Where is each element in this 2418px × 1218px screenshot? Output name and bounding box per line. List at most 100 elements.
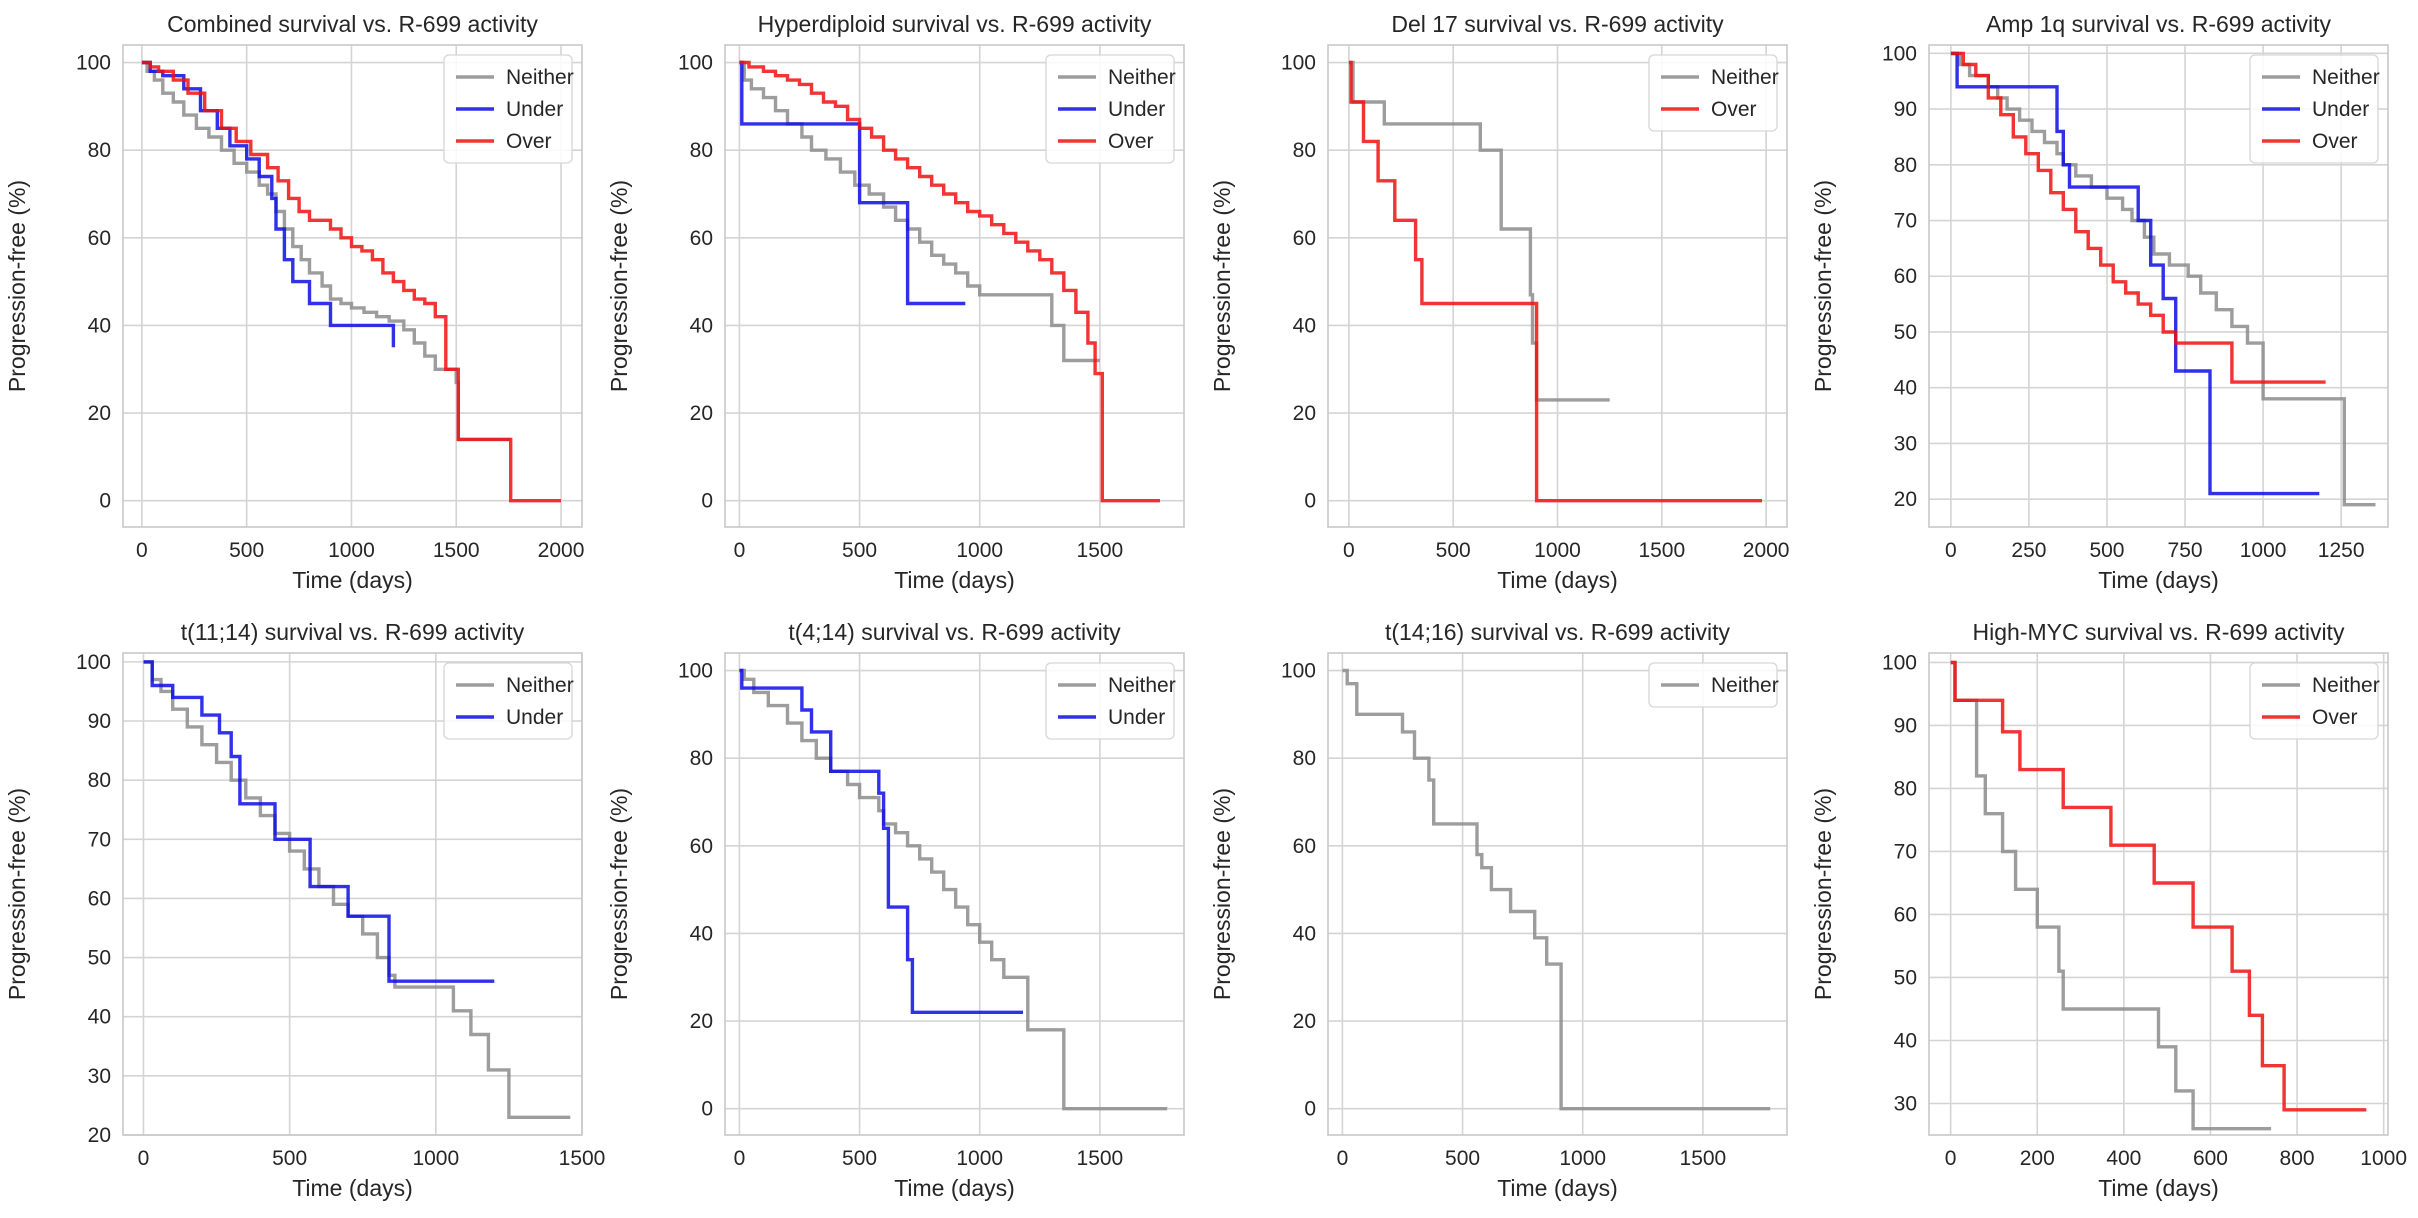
y-axis-label: Progression-free (%) xyxy=(1810,788,1836,1000)
legend-box xyxy=(2249,662,2379,740)
legend: Neither Over xyxy=(1648,54,1779,132)
y-tick-label: 90 xyxy=(88,710,111,733)
x-tick-label: 1500 xyxy=(1680,1147,1727,1170)
series-line-neither xyxy=(1950,51,2376,507)
legend: Neither Under Over xyxy=(1045,54,1176,164)
series-line-neither xyxy=(141,60,511,442)
y-tick-label: 80 xyxy=(690,139,713,162)
x-tick-label: 1500 xyxy=(1077,539,1124,562)
y-tick-label: 70 xyxy=(1894,840,1917,863)
y-tick-label: 90 xyxy=(1894,98,1917,121)
x-tick-label: 0 xyxy=(734,1147,746,1170)
plot-frame xyxy=(724,652,1185,1136)
x-tick-label: 200 xyxy=(2020,1147,2055,1170)
series-line-over xyxy=(1950,51,2326,384)
y-tick-label: 0 xyxy=(701,1098,713,1121)
y-tick-label: 50 xyxy=(1894,321,1917,344)
x-tick-label: 1000 xyxy=(1559,1147,1606,1170)
y-tick-label: 80 xyxy=(88,139,111,162)
series-line-under xyxy=(143,660,495,983)
x-tick-label: 400 xyxy=(2106,1147,2141,1170)
y-tick-label: 100 xyxy=(1882,651,1917,674)
chart-panel-8: 0 200 400 600 800 1000 30 40 50 60 70 80 90 100 High-M… xyxy=(1810,619,2407,1201)
legend-label-under: Under xyxy=(1108,706,1165,729)
y-tick-label: 80 xyxy=(1894,777,1917,800)
chart-title: t(14;16) survival vs. R-699 activity xyxy=(1385,619,1731,645)
chart-panel-5: 0 500 1000 1500 20 30 40 50 60 70 80 90 100 t(11;14) … xyxy=(4,619,605,1201)
x-tick-label: 750 xyxy=(2168,539,2203,562)
chart-panel-3: 0 500 1000 1500 2000 0 20 40 60 80 100 Del 17 survi… xyxy=(1209,11,1789,593)
y-axis-label: Progression-free (%) xyxy=(606,788,632,1000)
y-tick-label: 100 xyxy=(1281,660,1316,683)
x-tick-label: 0 xyxy=(734,539,746,562)
y-tick-label: 60 xyxy=(690,835,713,858)
plot-frame xyxy=(1928,44,2389,528)
x-tick-label: 2000 xyxy=(1743,539,1790,562)
legend-label-over: Over xyxy=(506,130,552,153)
x-tick-label: 1000 xyxy=(956,539,1003,562)
legend: Neither Under xyxy=(443,662,574,740)
x-tick-label: 1000 xyxy=(328,539,375,562)
y-tick-label: 20 xyxy=(88,402,111,425)
legend-label-under: Under xyxy=(506,706,563,729)
y-tick-label: 30 xyxy=(88,1065,111,1088)
legend-box xyxy=(1045,54,1175,164)
x-tick-label: 800 xyxy=(2280,1147,2315,1170)
x-tick-label: 0 xyxy=(1337,1147,1349,1170)
chart-title: Combined survival vs. R-699 activity xyxy=(167,11,538,37)
chart-title: Del 17 survival vs. R-699 activity xyxy=(1391,11,1724,37)
y-tick-label: 100 xyxy=(76,651,111,674)
y-tick-label: 40 xyxy=(88,1006,111,1029)
chart-panel-6: 0 500 1000 1500 0 20 40 60 80 100 t(4;14) survival… xyxy=(606,619,1185,1201)
y-tick-label: 60 xyxy=(690,227,713,250)
series-line-neither xyxy=(143,660,571,1119)
y-tick-label: 20 xyxy=(1894,488,1917,511)
y-tick-label: 40 xyxy=(690,314,713,337)
plot-frame xyxy=(122,652,583,1136)
y-tick-label: 40 xyxy=(1293,922,1316,945)
legend-label-under: Under xyxy=(2312,98,2369,121)
x-axis-label: Time (days) xyxy=(894,567,1015,593)
x-tick-label: 600 xyxy=(2193,1147,2228,1170)
x-axis-label: Time (days) xyxy=(292,567,413,593)
y-tick-label: 60 xyxy=(1894,903,1917,926)
x-tick-label: 0 xyxy=(1343,539,1355,562)
x-tick-label: 500 xyxy=(272,1147,307,1170)
legend-label-neither: Neither xyxy=(506,674,574,697)
chart-title: t(11;14) survival vs. R-699 activity xyxy=(181,619,525,645)
legend-box xyxy=(443,54,573,164)
x-tick-label: 1000 xyxy=(1534,539,1581,562)
x-tick-label: 1500 xyxy=(1638,539,1685,562)
legend-label-neither: Neither xyxy=(2312,66,2380,89)
x-tick-label: 500 xyxy=(1436,539,1471,562)
chart-title: Amp 1q survival vs. R-699 activity xyxy=(1986,11,2332,37)
chart-panel-4: 0 250 500 750 1000 1250 20 30 40 50 60 70 80 90 100 Amp… xyxy=(1810,11,2389,593)
legend-label-neither: Neither xyxy=(506,66,574,89)
legend-label-under: Under xyxy=(506,98,563,121)
y-axis-label: Progression-free (%) xyxy=(4,788,30,1000)
y-tick-label: 100 xyxy=(76,52,111,75)
x-tick-label: 1000 xyxy=(412,1147,459,1170)
y-tick-label: 80 xyxy=(1293,139,1316,162)
legend: Neither xyxy=(1648,662,1779,708)
y-tick-label: 0 xyxy=(701,490,713,513)
y-tick-label: 60 xyxy=(88,227,111,250)
legend-label-over: Over xyxy=(2312,706,2358,729)
y-tick-label: 60 xyxy=(1293,227,1316,250)
y-axis-label: Progression-free (%) xyxy=(4,180,30,392)
y-tick-label: 100 xyxy=(678,660,713,683)
y-tick-label: 20 xyxy=(690,402,713,425)
x-axis-label: Time (days) xyxy=(2098,1175,2219,1201)
y-tick-label: 30 xyxy=(1894,1092,1917,1115)
y-tick-label: 20 xyxy=(1293,402,1316,425)
y-tick-label: 70 xyxy=(1894,210,1917,233)
plot-frame xyxy=(724,44,1185,528)
x-tick-label: 1500 xyxy=(1077,1147,1124,1170)
y-tick-label: 80 xyxy=(690,747,713,770)
legend-label-under: Under xyxy=(1108,98,1165,121)
y-tick-label: 100 xyxy=(678,52,713,75)
chart-panel-2: 0 500 1000 1500 0 20 40 60 80 100 Hyperdiploid sur… xyxy=(606,11,1185,593)
y-tick-label: 40 xyxy=(690,922,713,945)
legend-box xyxy=(1648,662,1778,708)
